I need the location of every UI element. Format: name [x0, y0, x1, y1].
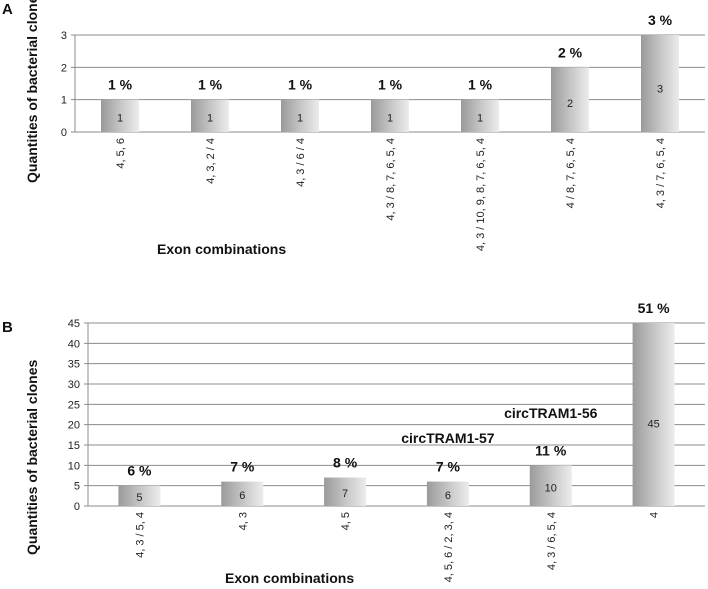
- bar-value-label: 45: [647, 419, 659, 431]
- bar: [551, 67, 589, 132]
- bar-value-label: 6: [445, 490, 451, 502]
- x-tick-label: 4, 3 / 6 / 4: [295, 138, 307, 187]
- y-tick-label: 30: [68, 379, 80, 391]
- x-tick-label: 4, 3: [237, 512, 249, 530]
- x-tick-label: 4: [649, 512, 661, 518]
- x-tick-label: 4, 5: [340, 512, 352, 530]
- bar: [118, 485, 161, 506]
- bar-percent-label: 1 %: [378, 77, 403, 93]
- annotation-label: circTRAM1-56: [504, 405, 598, 421]
- annotation-label: circTRAM1-57: [401, 430, 495, 446]
- bar-value-label: 7: [342, 488, 348, 500]
- bar-value-label: 3: [657, 83, 663, 95]
- bar: [324, 477, 367, 506]
- y-tick-label: 45: [68, 318, 80, 330]
- x-tick-label: 4, 3 / 8, 7, 6, 5, 4: [385, 138, 397, 221]
- panel-letter-a: A: [2, 1, 13, 18]
- y-tick-label: 35: [68, 359, 80, 371]
- x-tick-label: 4, 3 / 6, 5, 4: [546, 512, 558, 570]
- y-tick-label: 20: [68, 420, 80, 432]
- y-tick-label: 40: [68, 338, 80, 350]
- x-tick-label: 4, 5, 6 / 2, 3, 4: [443, 512, 455, 582]
- bar: [281, 99, 319, 132]
- bar-value-label: 1: [117, 112, 123, 124]
- bar-percent-label: 6 %: [127, 463, 152, 479]
- x-axis-label-a: Exon combinations: [157, 241, 286, 257]
- bar-value-label: 6: [239, 490, 245, 502]
- y-tick-label: 2: [61, 62, 67, 74]
- bar: [371, 99, 409, 132]
- bar: [221, 481, 264, 506]
- y-tick-label: 1: [61, 95, 67, 107]
- grid-b: [84, 322, 705, 507]
- bar-percent-label: 8 %: [333, 455, 358, 471]
- bar-percent-label: 2 %: [558, 44, 583, 60]
- bar-percent-label: 3 %: [648, 12, 673, 28]
- bar-value-label: 1: [477, 112, 483, 124]
- bar-percent-label: 11 %: [535, 442, 567, 458]
- bar-value-label: 1: [207, 112, 213, 124]
- bar-percent-label: 1 %: [108, 77, 133, 93]
- x-tick-label: 4, 3 / 10, 9, 8, 7, 6, 5, 4: [475, 138, 487, 251]
- x-tick-label: 4 / 8, 7, 6, 5, 4: [565, 138, 577, 208]
- bars-a: 1 1 % 1 1 % 1 1 % 1 1 % 1 1 % 2 2 % 3 3 %: [101, 12, 679, 132]
- bars-b: 5 6 % 6 7 % 7 8 % 6 7 % 10 11 % 45 51 %: [118, 300, 675, 506]
- bar-percent-label: 7 %: [230, 459, 255, 475]
- bar-value-label: 1: [387, 112, 393, 124]
- bar-value-label: 5: [136, 492, 142, 504]
- y-axis-label-b: Quantities of bacterial clones: [24, 360, 40, 555]
- y-tick-label: 5: [74, 481, 80, 493]
- panel-letter-b: B: [2, 319, 13, 336]
- bar: [191, 99, 229, 132]
- bar: [529, 465, 572, 506]
- bar: [101, 99, 139, 132]
- bar-value-label: 10: [545, 483, 557, 495]
- x-tick-label: 4, 3 / 5, 4: [134, 512, 146, 558]
- bar-percent-label: 1 %: [468, 77, 493, 93]
- bar-percent-label: 1 %: [198, 77, 223, 93]
- chart-panel-a: A 1 1 % 1 1 % 1 1 % 1 1 % 1 1 % 2 2 % 3 3 % 0 1 2 3 4, 5…: [2, 0, 705, 257]
- chart-panel-b: B 5 6 % 6 7 % 7 8 % 6 7 % 10 11 % 45 51 % 0 5 10 15 20 2…: [2, 300, 705, 586]
- bar-value-label: 2: [567, 98, 573, 110]
- y-ticks-b: 0 5 10 15 20 25 30 35 40 45: [68, 318, 80, 513]
- x-tick-labels-b: 4, 3 / 5, 4 4, 3 4, 5 4, 5, 6 / 2, 3, 4 4, 3…: [134, 512, 660, 582]
- y-tick-label: 0: [74, 501, 80, 513]
- y-tick-label: 10: [68, 460, 80, 472]
- bar-value-label: 1: [297, 112, 303, 124]
- y-tick-label: 3: [61, 30, 67, 42]
- y-tick-label: 0: [61, 127, 67, 139]
- annotations-b: circTRAM1-57 circTRAM1-56: [401, 405, 597, 446]
- x-tick-label: 4, 3, 2 / 4: [205, 138, 217, 184]
- bar: [426, 481, 469, 506]
- y-axis-label-a: Quantities of bacterial clones: [24, 0, 40, 183]
- x-tick-label: 4, 3 / 7, 6, 5, 4: [655, 138, 667, 208]
- bar-percent-label: 51 %: [638, 300, 670, 316]
- bar: [461, 99, 499, 132]
- bar: [641, 35, 679, 132]
- bar-percent-label: 1 %: [288, 77, 313, 93]
- x-tick-label: 4, 5, 6: [115, 138, 127, 169]
- bar-percent-label: 7 %: [436, 459, 461, 475]
- x-axis-label-b: Exon combinations: [225, 570, 354, 586]
- y-tick-label: 15: [68, 440, 80, 452]
- y-tick-label: 25: [68, 399, 80, 411]
- y-ticks-a: 0 1 2 3: [61, 30, 67, 139]
- x-tick-labels-a: 4, 5, 6 4, 3, 2 / 4 4, 3 / 6 / 4 4, 3 / 8, …: [115, 138, 667, 251]
- bar: [632, 323, 675, 506]
